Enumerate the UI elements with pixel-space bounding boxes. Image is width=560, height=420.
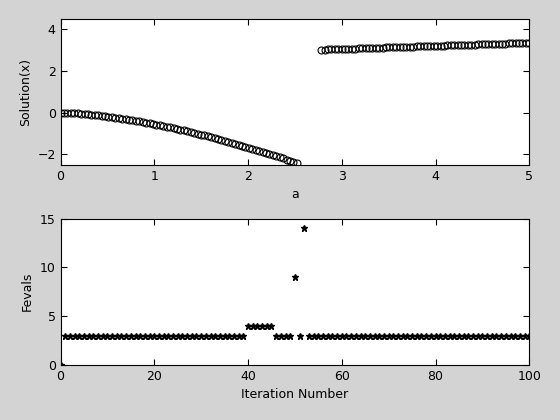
Y-axis label: Solution(x): Solution(x) [18, 58, 32, 126]
Y-axis label: Fevals: Fevals [21, 272, 34, 312]
X-axis label: a: a [291, 188, 299, 201]
X-axis label: Iteration Number: Iteration Number [241, 388, 348, 401]
